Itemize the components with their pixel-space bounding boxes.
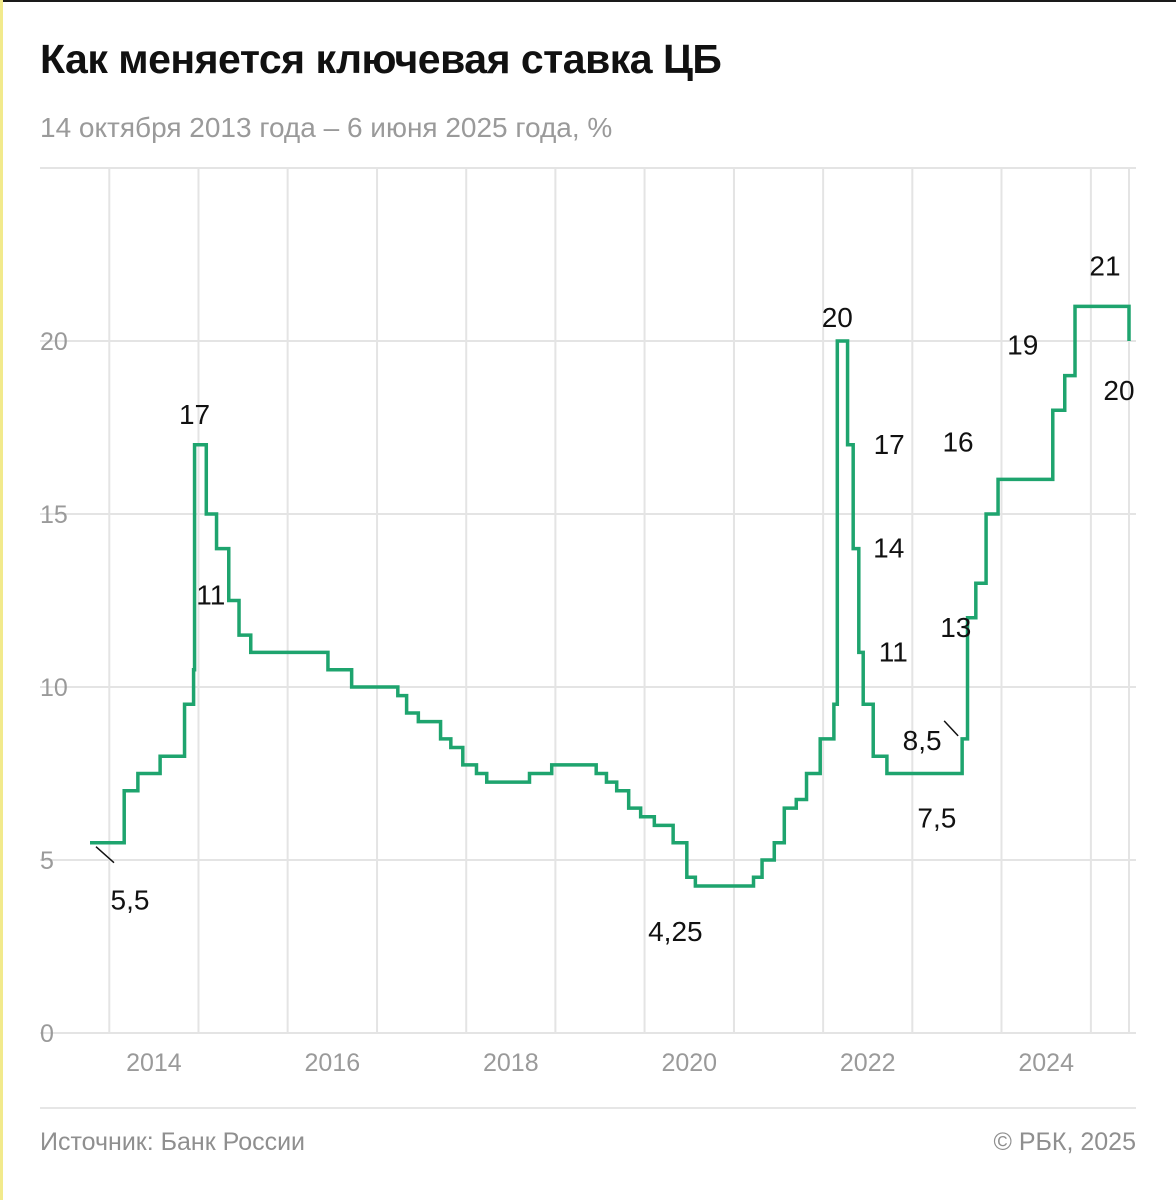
source-note: Источник: Банк России — [40, 1128, 306, 1156]
y-tick-label: 10 — [40, 674, 68, 702]
footer-divider — [40, 1107, 1136, 1109]
y-tick-label: 20 — [40, 328, 68, 356]
rate-annotation: 21 — [1089, 250, 1120, 281]
rate-annotation: 20 — [822, 302, 853, 333]
rate-annotation: 17 — [179, 399, 210, 430]
rate-annotation: 7,5 — [917, 803, 956, 834]
rate-annotation: 20 — [1103, 375, 1134, 406]
rate-annotation: 11 — [196, 579, 225, 610]
rate-annotation: 8,5 — [903, 725, 942, 756]
rate-annotation: 16 — [942, 426, 973, 457]
annotation-leader — [95, 846, 115, 864]
frame-top-border — [0, 0, 1176, 2]
x-tick-label: 2014 — [126, 1049, 182, 1077]
y-tick-label: 0 — [40, 1020, 54, 1048]
rate-annotation: 5,5 — [111, 885, 150, 916]
x-tick-label: 2020 — [661, 1049, 717, 1077]
chart-subtitle: 14 октября 2013 года – 6 июня 2025 года,… — [40, 112, 613, 143]
rate-annotation: 11 — [879, 636, 908, 667]
rate-annotation: 19 — [1007, 330, 1038, 361]
x-tick-label: 2024 — [1018, 1049, 1074, 1077]
x-tick-label: 2018 — [483, 1049, 539, 1077]
y-tick-label: 5 — [40, 847, 54, 875]
y-tick-label: 15 — [40, 501, 68, 529]
rate-step-line — [90, 304, 1131, 888]
x-tick-label: 2022 — [840, 1049, 896, 1077]
x-tick-label: 2016 — [305, 1049, 361, 1077]
rate-annotation: 13 — [940, 612, 971, 643]
rate-annotation: 14 — [873, 533, 904, 564]
rate-annotation: 17 — [874, 429, 905, 460]
copyright-note: © РБК, 2025 — [993, 1128, 1136, 1156]
chart-title: Как меняется ключевая ставка ЦБ — [40, 36, 722, 82]
annotation-leader — [943, 720, 959, 737]
frame-left-border — [0, 0, 3, 1200]
rate-annotation: 4,25 — [648, 916, 703, 947]
